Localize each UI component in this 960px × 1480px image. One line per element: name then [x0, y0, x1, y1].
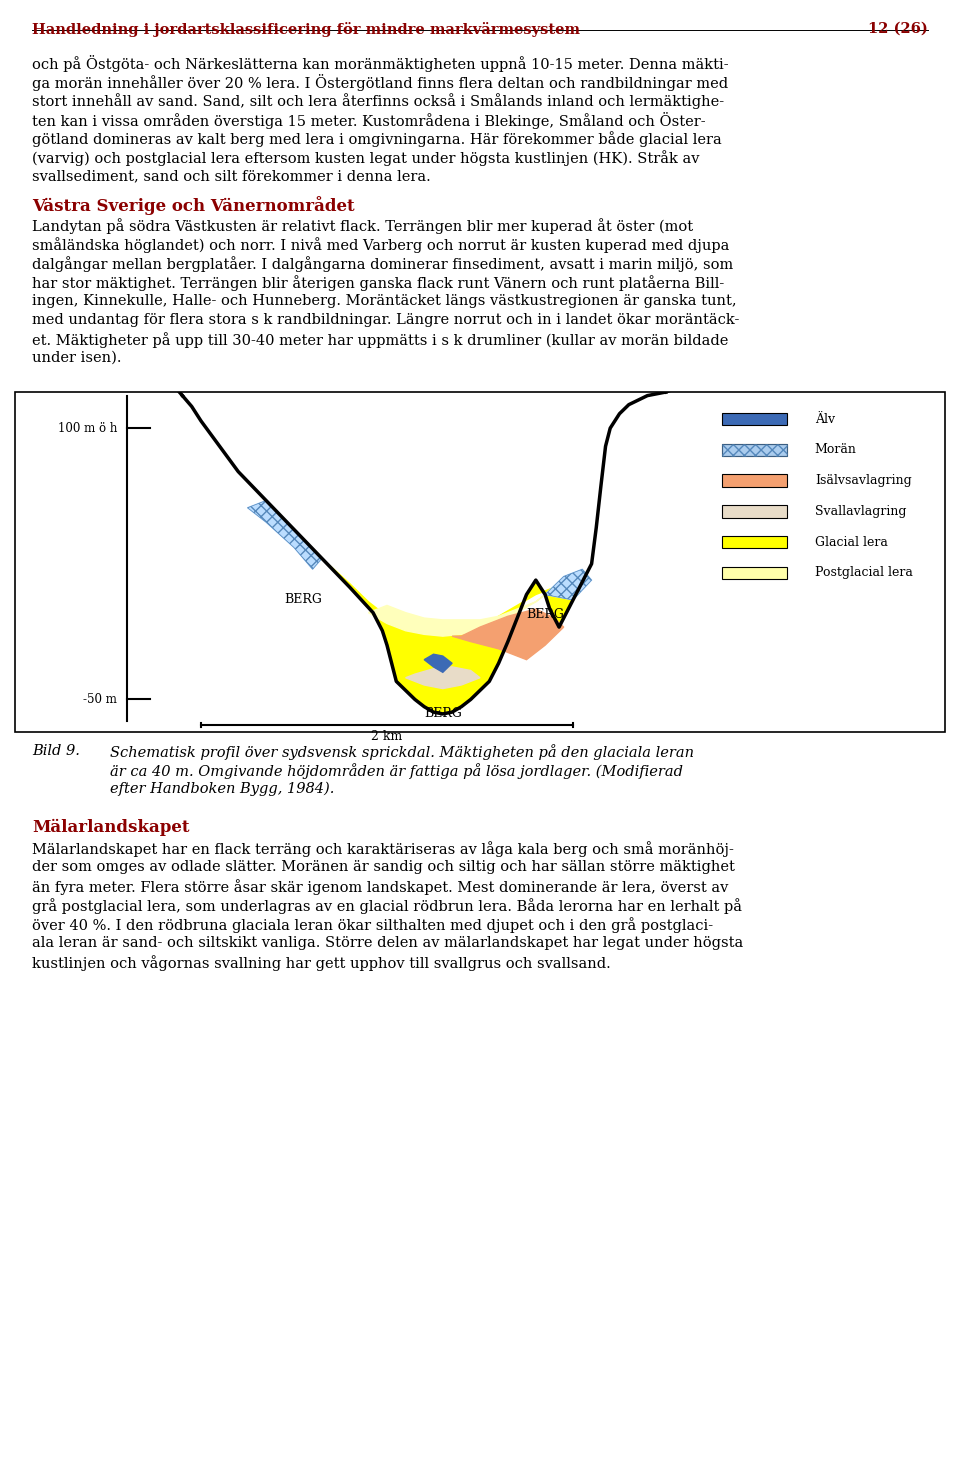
Text: grå postglacial lera, som underlagras av en glacial rödbrun lera. Båda lerorna h: grå postglacial lera, som underlagras av… [32, 898, 742, 913]
Bar [722, 505, 787, 518]
Polygon shape [452, 610, 564, 660]
Bar [722, 474, 787, 487]
Text: götland domineras av kalt berg med lera i omgivningarna. Här förekommer både gla: götland domineras av kalt berg med lera … [32, 132, 722, 147]
Text: Mälarlandskapet: Mälarlandskapet [32, 818, 189, 836]
Text: ten kan i vissa områden överstiga 15 meter. Kustområdena i Blekinge, Småland och: ten kan i vissa områden överstiga 15 met… [32, 112, 706, 129]
Text: dalgångar mellan bergplatåer. I dalgångarna dominerar finsediment, avsatt i mari: dalgångar mellan bergplatåer. I dalgånga… [32, 256, 733, 272]
Text: Handledning i jordartsklassificering för mindre markvärmesystem: Handledning i jordartsklassificering för… [32, 22, 580, 37]
Text: svallsediment, sand och silt förekommer i denna lera.: svallsediment, sand och silt förekommer … [32, 169, 431, 184]
Text: 100 m ö h: 100 m ö h [58, 422, 117, 435]
Polygon shape [545, 570, 591, 599]
Text: kustlinjen och vågornas svallning har gett upphov till svallgrus och svallsand.: kustlinjen och vågornas svallning har ge… [32, 955, 611, 971]
Text: med undantag för flera stora s k randbildningar. Längre norrut och in i landet ö: med undantag för flera stora s k randbil… [32, 312, 739, 327]
Text: Bild 9.: Bild 9. [32, 744, 80, 758]
Text: under isen).: under isen). [32, 351, 122, 366]
Polygon shape [248, 500, 322, 570]
Text: Glacial lera: Glacial lera [815, 536, 888, 549]
Text: ga morän innehåller över 20 % lera. I Östergötland finns flera deltan och randbi: ga morän innehåller över 20 % lera. I Ös… [32, 74, 728, 90]
Bar [722, 444, 787, 456]
Bar [722, 567, 787, 579]
Text: Schematisk profil över sydsvensk sprickdal. Mäktigheten på den glaciala leran: Schematisk profil över sydsvensk sprickd… [110, 744, 694, 759]
Text: Svallavlagring: Svallavlagring [815, 505, 906, 518]
Polygon shape [369, 595, 545, 636]
Bar [15, 392, 945, 733]
Text: småländska höglandet) och norr. I nivå med Varberg och norrut är kusten kuperad : småländska höglandet) och norr. I nivå m… [32, 237, 730, 253]
Polygon shape [322, 558, 583, 713]
Text: Isälvsavlagring: Isälvsavlagring [815, 474, 912, 487]
Text: ala leran är sand- och siltskikt vanliga. Större delen av mälarlandskapet har le: ala leran är sand- och siltskikt vanliga… [32, 935, 743, 950]
Polygon shape [424, 654, 452, 672]
Text: Älv: Älv [815, 413, 835, 426]
Text: har stor mäktighet. Terrängen blir återigen ganska flack runt Vänern och runt pl: har stor mäktighet. Terrängen blir återi… [32, 275, 724, 292]
Text: Postglacial lera: Postglacial lera [815, 567, 913, 579]
Text: 2 km: 2 km [372, 730, 402, 743]
Text: -50 m: -50 m [84, 693, 117, 706]
Text: et. Mäktigheter på upp till 30-40 meter har uppmätts i s k drumliner (kullar av : et. Mäktigheter på upp till 30-40 meter … [32, 332, 729, 348]
Bar [722, 413, 787, 425]
Text: Morän: Morän [815, 444, 856, 456]
Text: över 40 %. I den rödbruna glaciala leran ökar silthalten med djupet och i den gr: över 40 %. I den rödbruna glaciala leran… [32, 918, 713, 932]
Text: och på Östgöta- och Närkeslätterna kan moränmäktigheten uppnå 10-15 meter. Denna: och på Östgöta- och Närkeslätterna kan m… [32, 55, 729, 73]
Text: BERG: BERG [526, 608, 564, 622]
Text: efter Handboken Bygg, 1984).: efter Handboken Bygg, 1984). [110, 781, 334, 796]
Bar [722, 536, 787, 549]
Text: ingen, Kinnekulle, Halle- och Hunneberg. Moräntäcket längs västkustregionen är g: ingen, Kinnekulle, Halle- och Hunneberg.… [32, 295, 736, 308]
Polygon shape [406, 667, 480, 688]
Text: Landytan på södra Västkusten är relativt flack. Terrängen blir mer kuperad åt ös: Landytan på södra Västkusten är relativt… [32, 218, 693, 234]
Text: Västra Sverige och Vänernområdet: Västra Sverige och Vänernområdet [32, 195, 354, 215]
Text: Mälarlandskapet har en flack terräng och karaktäriseras av låga kala berg och sm: Mälarlandskapet har en flack terräng och… [32, 841, 733, 857]
Text: stort innehåll av sand. Sand, silt och lera återfinns också i Smålands inland oc: stort innehåll av sand. Sand, silt och l… [32, 93, 724, 110]
Bar [722, 444, 787, 456]
Text: än fyra meter. Flera större åsar skär igenom landskapet. Mest dominerande är ler: än fyra meter. Flera större åsar skär ig… [32, 879, 729, 895]
Text: är ca 40 m. Omgivande höjdområden är fattiga på lösa jordlager. (Modifierad: är ca 40 m. Omgivande höjdområden är fat… [110, 764, 683, 778]
Text: der som omges av odlade slätter. Moränen är sandig och siltig och har sällan stö: der som omges av odlade slätter. Moränen… [32, 860, 734, 875]
Text: BERG: BERG [284, 593, 323, 607]
Text: (varvig) och postglacial lera eftersom kusten legat under högsta kustlinjen (HK): (varvig) och postglacial lera eftersom k… [32, 149, 700, 166]
Text: BERG: BERG [424, 707, 462, 721]
Text: 12 (26): 12 (26) [868, 22, 928, 36]
